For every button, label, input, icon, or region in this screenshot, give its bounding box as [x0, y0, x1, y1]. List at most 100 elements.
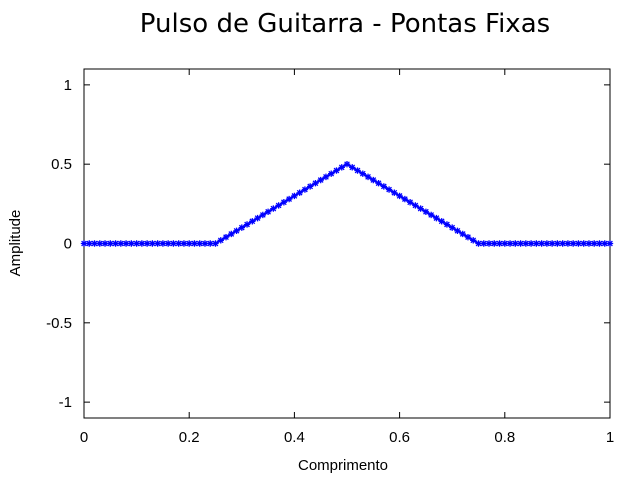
series-line — [84, 163, 610, 245]
data-point — [333, 167, 340, 174]
data-point — [401, 195, 409, 203]
data-point — [501, 240, 508, 247]
y-tick-label: -0.5 — [46, 315, 72, 332]
data-point — [427, 211, 435, 219]
data-point — [454, 227, 461, 235]
x-tick-label: 0.4 — [284, 429, 305, 446]
x-tick-label: 0.6 — [389, 429, 410, 446]
data-point — [391, 189, 398, 196]
data-point — [238, 224, 245, 231]
data-point — [175, 240, 182, 247]
data-point — [328, 170, 335, 177]
data-point — [270, 205, 277, 212]
data-point — [91, 240, 98, 247]
y-tick-label: -1 — [59, 394, 72, 411]
data-point — [606, 240, 614, 247]
data-point — [438, 218, 445, 225]
x-axis-label: Comprimento — [298, 457, 388, 474]
data-point — [280, 199, 288, 206]
data-point — [496, 240, 503, 247]
data-point — [506, 240, 514, 247]
data-point — [480, 240, 487, 247]
data-point — [222, 233, 230, 241]
data-point — [207, 240, 214, 247]
y-tick-label: 0.5 — [51, 156, 72, 173]
data-point — [249, 218, 256, 225]
data-point — [554, 240, 561, 247]
data-point — [312, 180, 319, 187]
data-point — [243, 221, 251, 228]
data-point — [406, 199, 414, 206]
data-point — [522, 240, 530, 247]
data-point — [233, 227, 240, 235]
data-point — [491, 240, 498, 247]
data-point — [412, 202, 419, 209]
data-point — [464, 233, 472, 241]
data-point — [301, 186, 309, 193]
data-point — [196, 240, 203, 247]
data-point — [533, 240, 540, 247]
data-point — [417, 205, 424, 212]
data-point — [180, 240, 188, 247]
data-point — [370, 176, 377, 184]
data-point — [159, 240, 167, 247]
data-point — [138, 240, 146, 247]
data-point — [548, 240, 556, 247]
data-point — [459, 230, 466, 238]
data-point — [354, 167, 361, 174]
data-point — [133, 240, 140, 247]
data-point — [575, 240, 582, 247]
data-point — [285, 195, 293, 203]
data-point — [96, 240, 103, 247]
data-point — [385, 186, 393, 193]
x-tick-label: 1 — [606, 429, 614, 446]
data-point — [259, 211, 267, 219]
data-point — [164, 240, 172, 247]
y-axis-label: Amplitude — [7, 210, 24, 277]
data-point — [512, 240, 519, 247]
data-point — [422, 208, 430, 215]
y-tick-label: 1 — [64, 77, 72, 94]
x-tick-label: 0.2 — [179, 429, 200, 446]
data-point — [485, 240, 493, 247]
data-point — [191, 240, 198, 247]
data-point — [317, 176, 324, 184]
x-tick-label: 0.8 — [494, 429, 515, 446]
data-point — [117, 240, 125, 247]
data-point — [580, 240, 587, 247]
data-point — [585, 240, 593, 247]
data-point — [359, 170, 366, 177]
x-tick-label: 0 — [80, 429, 88, 446]
data-point — [433, 214, 440, 222]
data-point — [112, 240, 119, 247]
data-point — [591, 240, 598, 247]
data-point — [349, 164, 356, 171]
data-point — [80, 240, 88, 247]
data-point — [149, 240, 156, 247]
data-point — [291, 192, 298, 200]
axis-tick-labels: 0 0.2 0.4 0.6 0.8 1 1 0.5 0 -0.5 -1 — [46, 77, 614, 446]
chart-title: Pulso de Guitarra - Pontas Fixas — [140, 9, 550, 39]
data-point — [86, 240, 93, 247]
data-point — [475, 240, 482, 247]
data-point — [296, 189, 303, 196]
data-point — [517, 240, 524, 247]
data-point — [128, 240, 135, 247]
data-point — [170, 240, 177, 247]
data-point — [101, 240, 109, 247]
data-point — [596, 240, 603, 247]
data-point — [375, 180, 382, 187]
data-point — [470, 237, 477, 244]
data-point — [228, 230, 235, 238]
data-point — [364, 173, 372, 181]
data-point — [601, 240, 608, 247]
data-point — [338, 164, 345, 171]
series-markers — [80, 160, 614, 247]
data-point — [254, 214, 261, 222]
data-point — [143, 240, 151, 247]
data-point — [449, 224, 456, 231]
data-point — [527, 240, 535, 247]
data-point — [380, 183, 388, 190]
data-point — [212, 240, 219, 247]
